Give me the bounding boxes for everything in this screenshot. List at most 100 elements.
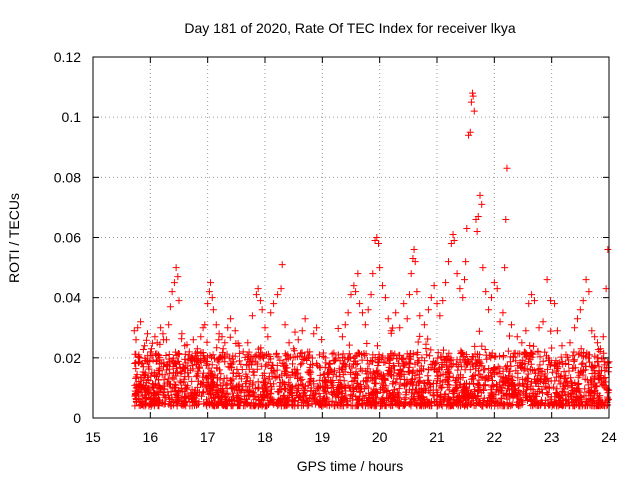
data-point xyxy=(189,336,197,344)
data-point xyxy=(248,312,256,320)
data-point xyxy=(433,300,441,308)
x-tick-label: 18 xyxy=(257,429,273,445)
data-point xyxy=(539,318,547,326)
data-point xyxy=(503,164,511,172)
data-point xyxy=(341,321,349,329)
data-point xyxy=(582,276,590,284)
data-point xyxy=(281,321,289,329)
data-point-cloud xyxy=(131,324,613,410)
y-tick-label: 0.02 xyxy=(54,350,81,366)
data-point xyxy=(430,282,438,290)
data-point xyxy=(493,285,501,293)
data-point xyxy=(501,264,509,272)
data-point xyxy=(585,288,593,296)
data-point xyxy=(411,258,419,266)
data-point xyxy=(444,258,452,266)
data-point xyxy=(215,330,223,338)
y-tick-label: 0.08 xyxy=(54,169,81,185)
data-point xyxy=(461,276,469,284)
data-point xyxy=(420,321,428,329)
data-point xyxy=(285,339,293,347)
data-point xyxy=(294,336,302,344)
data-point xyxy=(132,336,140,344)
data-point xyxy=(571,324,579,332)
data-point xyxy=(530,297,538,305)
data-point xyxy=(502,215,510,223)
data-point xyxy=(256,297,264,305)
data-point xyxy=(166,303,174,311)
data-point xyxy=(469,89,477,97)
y-tick-label: 0.1 xyxy=(62,109,82,125)
data-point xyxy=(476,191,484,199)
data-point xyxy=(591,333,599,341)
data-point xyxy=(231,327,239,335)
data-point xyxy=(553,327,561,335)
data-point xyxy=(376,264,384,272)
data-point xyxy=(147,345,155,353)
data-point xyxy=(261,324,269,332)
data-point xyxy=(384,315,392,323)
data-point xyxy=(474,212,482,220)
data-point xyxy=(485,306,493,314)
data-point xyxy=(449,230,457,238)
axis-ticks: 15 16 17 18 19 20 21 22 23 24 0 0.02 0.04 0.06 0.08 0.1… xyxy=(54,49,617,445)
data-point xyxy=(558,342,566,350)
data-point xyxy=(424,306,432,314)
data-point xyxy=(466,128,474,136)
x-tick-label: 15 xyxy=(85,429,101,445)
dense-point-cloud xyxy=(131,324,613,410)
data-point xyxy=(212,321,220,329)
data-point xyxy=(221,339,229,347)
x-tick-label: 17 xyxy=(200,429,216,445)
data-point xyxy=(576,306,584,314)
data-point xyxy=(594,339,602,347)
data-point xyxy=(224,324,232,332)
data-point xyxy=(364,306,372,314)
x-tick-label: 16 xyxy=(143,429,159,445)
data-point xyxy=(315,351,323,359)
data-point xyxy=(416,312,424,320)
data-point xyxy=(392,309,400,317)
data-point xyxy=(277,285,285,293)
x-tick-label: 22 xyxy=(487,429,503,445)
data-point xyxy=(467,98,475,106)
data-point xyxy=(252,291,260,299)
data-point xyxy=(361,321,369,329)
data-point xyxy=(396,324,404,332)
data-point xyxy=(456,285,464,293)
data-point xyxy=(356,300,364,308)
data-point xyxy=(405,291,413,299)
data-point xyxy=(201,321,209,329)
x-axis-label: GPS time / hours xyxy=(297,458,404,474)
data-point xyxy=(352,288,360,296)
data-point xyxy=(459,294,467,302)
data-point xyxy=(208,294,216,302)
data-point xyxy=(244,339,252,347)
data-point xyxy=(579,297,587,305)
data-point xyxy=(218,333,226,341)
data-point xyxy=(207,279,215,287)
y-tick-label: 0.04 xyxy=(54,290,81,306)
data-point xyxy=(547,297,555,305)
data-point xyxy=(369,270,377,278)
data-point xyxy=(313,324,321,332)
data-point xyxy=(151,333,159,341)
data-point xyxy=(602,285,610,293)
x-tick-label: 19 xyxy=(315,429,331,445)
data-point xyxy=(358,309,366,317)
data-points xyxy=(130,89,612,368)
data-point xyxy=(470,107,478,115)
x-tick-label: 20 xyxy=(372,429,388,445)
data-point xyxy=(479,264,487,272)
data-point xyxy=(518,339,526,347)
data-point xyxy=(205,288,213,296)
data-point xyxy=(403,315,411,323)
data-point xyxy=(487,294,495,302)
data-point xyxy=(463,224,471,232)
data-point xyxy=(496,318,504,326)
data-point xyxy=(604,246,612,254)
data-point xyxy=(301,315,309,323)
data-point xyxy=(447,240,455,248)
data-point xyxy=(157,324,165,332)
data-point xyxy=(379,282,387,290)
